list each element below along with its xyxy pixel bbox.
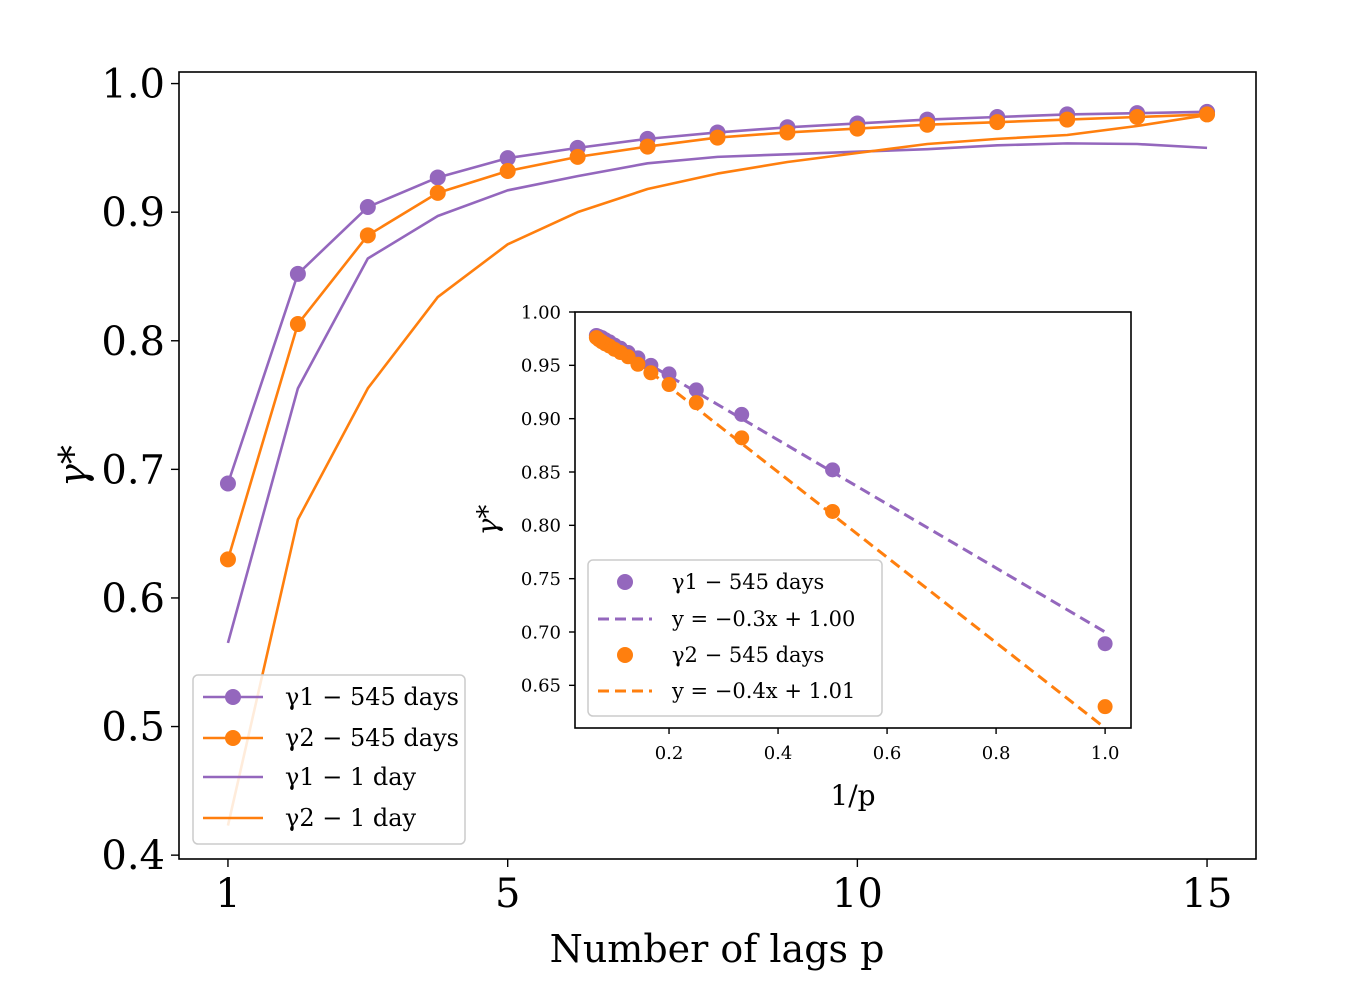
legend-label: γ1 − 545 days — [672, 570, 824, 594]
main-y-axis-label: γ* — [51, 445, 95, 487]
y-tick-label: 0.8 — [101, 319, 165, 365]
y-tick-label: 0.7 — [101, 447, 165, 493]
inset-plot-area — [588, 327, 1113, 730]
inset-y-axis-label: γ* — [471, 505, 504, 536]
x-tick-label: 1 — [215, 871, 240, 917]
fit-line-4 — [595, 328, 1107, 730]
main-chart: 1 5 10 150.40.50.60.70.80.91.0 Number of la… — [51, 62, 1257, 971]
data-point — [569, 148, 586, 165]
inset-legend-box — [587, 559, 883, 717]
data-point — [709, 129, 726, 146]
main-legend-box — [192, 674, 466, 845]
x-tick-label: 0.8 — [982, 743, 1011, 764]
scatter-point — [1097, 636, 1113, 652]
series-line — [226, 113, 1208, 826]
scatter-point — [1097, 699, 1113, 715]
scatter-point — [643, 365, 659, 381]
x-tick-label: 15 — [1182, 871, 1233, 917]
data-point — [499, 150, 516, 167]
data-point — [919, 116, 936, 133]
y-tick-label: 1.00 — [521, 302, 561, 323]
legend-label: γ2 − 545 days — [285, 724, 459, 752]
legend-marker — [225, 730, 241, 746]
inset-legend: γ1 − 545 days y = −0.3x + 1.00 γ2 − 545 da… — [587, 559, 883, 717]
data-point — [1199, 106, 1216, 123]
legend-marker — [617, 647, 633, 663]
y-tick-label: 0.75 — [521, 569, 561, 590]
scatter-point — [661, 366, 677, 382]
data-point — [359, 199, 376, 216]
scatter-series-3 — [588, 330, 1113, 715]
y-tick-label: 0.6 — [101, 576, 165, 622]
inset-plot-frame — [574, 311, 1132, 729]
data-point — [359, 227, 376, 244]
data-point — [499, 163, 516, 180]
y-tick-label: 0.9 — [101, 190, 165, 236]
scatter-point — [688, 395, 704, 411]
data-point — [989, 114, 1006, 131]
x-tick-label: 5 — [495, 871, 520, 917]
x-tick-label: 1.0 — [1091, 743, 1120, 764]
y-tick-label: 0.80 — [521, 516, 561, 537]
series-4 — [226, 113, 1208, 826]
y-tick-label: 1.0 — [101, 62, 165, 108]
data-point — [219, 551, 236, 568]
y-tick-label: 0.4 — [101, 833, 165, 879]
scatter-point — [825, 503, 841, 519]
scatter-point — [661, 377, 677, 393]
data-point — [849, 120, 866, 137]
data-point — [429, 169, 446, 186]
main-legend: γ1 − 545 days γ2 − 545 days γ1 − 1 day γ2 −… — [192, 674, 466, 845]
legend-label: γ1 − 1 day — [285, 763, 417, 791]
scatter-point — [688, 382, 704, 398]
x-tick-label: 0.4 — [764, 743, 793, 764]
main-plot-frame — [178, 71, 1257, 860]
data-point — [429, 184, 446, 201]
y-tick-label: 0.95 — [521, 356, 561, 377]
series-3 — [226, 142, 1208, 644]
scatter-point — [825, 462, 841, 478]
data-point — [779, 124, 796, 141]
scatter-point — [734, 430, 750, 446]
fit-line-2 — [595, 332, 1106, 634]
inset-axis-ticks: 0.2 0.4 0.6 0.8 1.0 0.65 0.70 0.75 0.80 0.85 0.90 0… — [521, 302, 1120, 764]
legend-label: γ1 − 545 days — [285, 683, 459, 711]
x-tick-label: 0.2 — [655, 743, 684, 764]
y-tick-label: 0.70 — [521, 622, 561, 643]
legend-label: y = −0.3x + 1.00 — [671, 607, 855, 631]
data-point — [289, 316, 306, 333]
y-tick-label: 0.85 — [521, 462, 561, 483]
series-2 — [219, 106, 1216, 568]
data-point — [639, 138, 656, 155]
y-tick-label: 0.65 — [521, 676, 561, 697]
data-point — [219, 475, 236, 492]
data-point — [1129, 109, 1146, 126]
x-tick-label: 10 — [832, 871, 883, 917]
scatter-point — [734, 406, 750, 422]
series-line — [226, 142, 1208, 644]
inset-x-axis-label: 1/p — [830, 779, 875, 812]
x-tick-label: 0.6 — [873, 743, 902, 764]
main-axis-ticks: 1 5 10 150.40.50.60.70.80.91.0 — [101, 62, 1232, 917]
data-point — [1059, 111, 1076, 128]
legend-label: γ2 − 1 day — [285, 804, 417, 832]
main-plot-area — [219, 103, 1216, 826]
main-x-axis-label: Number of lags p — [550, 927, 885, 971]
legend-label: γ2 − 545 days — [672, 643, 824, 667]
legend-label: y = −0.4x + 1.01 — [671, 679, 855, 703]
y-tick-label: 0.90 — [521, 409, 561, 430]
y-tick-label: 0.5 — [101, 705, 165, 751]
legend-marker — [617, 574, 633, 590]
data-point — [289, 265, 306, 282]
legend-marker — [225, 689, 241, 705]
scatter-point — [588, 330, 604, 346]
